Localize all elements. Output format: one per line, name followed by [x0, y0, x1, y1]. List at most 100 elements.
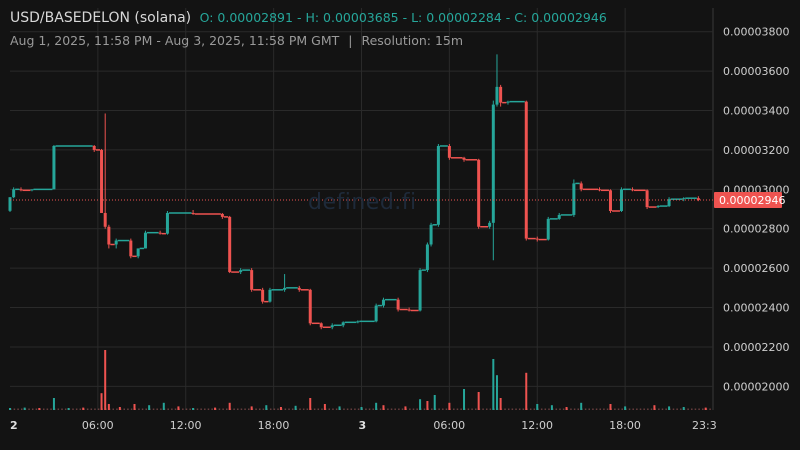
volume-bar-tiny: [50, 408, 52, 410]
volume-bar-tiny: [196, 408, 199, 410]
volume-bar-tiny: [515, 408, 517, 410]
volume-bar-tiny: [269, 408, 272, 410]
volume-bar: [323, 404, 326, 410]
volume-bar-tiny: [504, 408, 506, 410]
pair-name: USD/BASEDELON (solana): [10, 10, 192, 26]
candle-body: [524, 101, 528, 239]
candle-body: [107, 226, 111, 245]
last-price-badge: 0.00002946: [714, 191, 785, 208]
volume-bar-tiny: [485, 408, 488, 410]
watermark: defined.fi: [308, 190, 417, 215]
volume-bar: [294, 405, 297, 410]
volume-bar-tiny: [372, 408, 374, 410]
volume-bar-tiny: [445, 408, 448, 410]
volume-bar-tiny: [639, 408, 642, 410]
volume-bar: [448, 402, 451, 410]
volume-bar: [309, 398, 312, 410]
volume-bar: [499, 398, 502, 410]
volume-bar-tiny: [482, 408, 484, 410]
candle-body: [579, 183, 583, 190]
low-label: L:: [411, 10, 423, 25]
volume-bar-tiny: [680, 408, 682, 410]
candle-body: [557, 214, 561, 219]
candle-body: [667, 199, 671, 207]
candle-body: [436, 145, 440, 225]
volume-bar-tiny: [562, 408, 565, 410]
volume-bar: [228, 402, 231, 410]
time-axis[interactable]: 2 06:00 12:00 18:00 3 06:00 12:00 18:00 23:3: [10, 419, 717, 432]
volume-bar-tiny: [365, 408, 367, 410]
price-axis[interactable]: 0.00002000 0.00002200 0.00002400 0.00002600…: [723, 26, 789, 394]
volume-bar-tiny: [277, 408, 279, 410]
volume-bar-tiny: [559, 408, 561, 410]
volume-bar-tiny: [46, 408, 49, 410]
volume-bar: [214, 407, 217, 410]
volume-bar-tiny: [588, 408, 591, 410]
candle-body: [261, 289, 265, 302]
time-tick-label: 12:00: [521, 419, 553, 432]
chart-header: USD/BASEDELON (solana) O: 0.00002891 - H…: [10, 10, 607, 26]
separator: |: [348, 33, 353, 48]
candle-body: [645, 190, 649, 208]
volume-bar-tiny: [507, 408, 510, 410]
volume-bar: [609, 404, 612, 410]
volume-bar-tiny: [416, 408, 418, 410]
volume-bar-tiny: [152, 408, 155, 410]
volume-bar-tiny: [357, 408, 360, 410]
candle-body: [12, 189, 16, 198]
resolution[interactable]: Resolution: 15m: [361, 33, 464, 48]
volume-bar-tiny: [94, 408, 96, 410]
candle-body: [425, 244, 429, 271]
volume-bar-tiny: [204, 408, 206, 410]
volume-bar: [133, 404, 136, 410]
candle-body: [319, 323, 323, 328]
volume-bar-tiny: [207, 408, 210, 410]
volume-bar: [653, 405, 656, 410]
volume-bar: [668, 406, 671, 410]
volume-bar-tiny: [123, 408, 126, 410]
price-tick-label: 0.00003600: [723, 65, 789, 78]
volume-bar-tiny: [57, 408, 60, 410]
volume-bar-tiny: [247, 408, 250, 410]
volume-bar: [67, 408, 70, 410]
candle-body: [158, 232, 162, 234]
candle-body: [268, 289, 272, 302]
candle-body: [491, 104, 495, 223]
candle-body: [129, 240, 133, 257]
volume-bar-tiny: [222, 408, 224, 410]
volume-bar-tiny: [394, 408, 396, 410]
volume-bar: [338, 406, 341, 410]
volume-bar-tiny: [28, 408, 30, 410]
volume-bar-tiny: [299, 408, 301, 410]
volume-bar-tiny: [628, 408, 631, 410]
volume-bar-tiny: [665, 408, 667, 410]
candle-body: [447, 145, 451, 158]
candle-body: [143, 232, 147, 249]
volume-bar-tiny: [182, 408, 184, 410]
volume-bar-tiny: [398, 408, 400, 410]
volume-bar-tiny: [533, 408, 536, 410]
volume-bar: [23, 407, 26, 410]
volume-bar-tiny: [127, 408, 129, 410]
volume-bar-tiny: [350, 408, 353, 410]
volume-bar-tiny: [255, 408, 257, 410]
volume-bar-tiny: [709, 408, 711, 410]
volume-bar: [419, 399, 422, 410]
volume-bar-tiny: [211, 408, 213, 410]
volume-bar: [250, 406, 253, 410]
candle-body: [228, 216, 232, 273]
volume-bar-tiny: [592, 408, 594, 410]
time-tick-label: 3: [359, 419, 367, 432]
candle-body: [330, 325, 334, 328]
volume-bar-tiny: [511, 408, 514, 410]
volume-bar-tiny: [423, 408, 426, 410]
volume-bar: [38, 408, 41, 410]
volume-bar: [192, 408, 195, 410]
volume-bar-tiny: [141, 408, 144, 410]
volume-bar: [82, 407, 85, 410]
volume-bar-tiny: [570, 408, 572, 410]
candle-body: [297, 287, 301, 290]
low-value: 0.00002284: [426, 10, 502, 25]
volume-bar-tiny: [636, 408, 638, 410]
